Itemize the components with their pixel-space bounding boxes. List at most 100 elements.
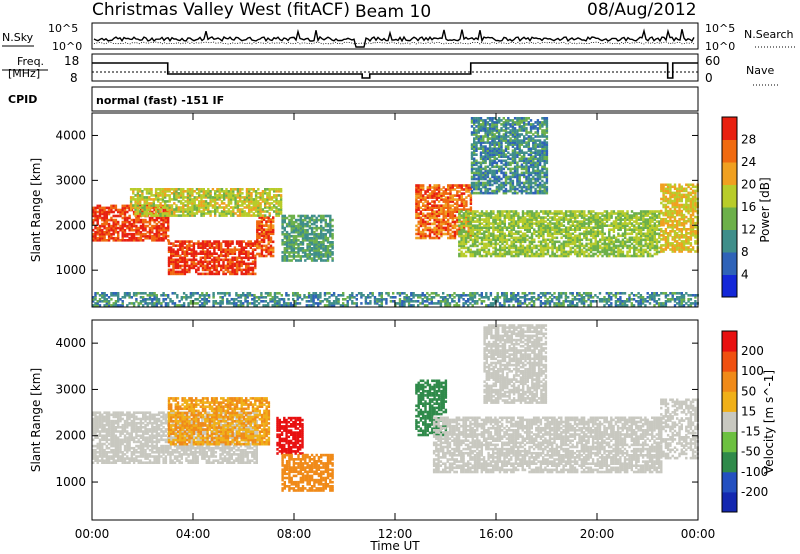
heatmap-cell xyxy=(649,226,652,229)
heatmap-cell xyxy=(486,151,490,154)
heatmap-cell xyxy=(290,251,293,254)
heatmap-cell xyxy=(489,232,493,236)
heatmap-cell xyxy=(243,200,246,203)
heatmap-cell xyxy=(516,161,519,165)
heatmap-cell xyxy=(155,228,158,232)
heatmap-cell xyxy=(245,196,249,199)
heatmap-cell xyxy=(197,242,200,245)
heatmap-cell xyxy=(272,216,275,219)
heatmap-cell xyxy=(157,208,161,212)
heatmap-cell xyxy=(527,153,530,156)
heatmap-cell xyxy=(564,218,568,221)
heatmap-cell xyxy=(578,222,581,225)
heatmap-cell xyxy=(549,224,552,227)
heatmap-cell xyxy=(558,248,561,252)
heatmap-cell xyxy=(295,259,298,262)
heatmap-cell xyxy=(458,216,461,219)
heatmap-cell xyxy=(229,272,232,276)
heatmap-cell xyxy=(256,242,259,246)
heatmap-cell xyxy=(451,230,454,234)
heatmap-cell xyxy=(184,190,187,193)
heatmap-cell xyxy=(558,244,561,248)
heatmap-cell xyxy=(283,255,286,258)
heatmap-cell xyxy=(495,131,499,134)
heatmap-cell xyxy=(601,220,604,223)
heatmap-cell xyxy=(628,248,631,252)
heatmap-cell xyxy=(94,208,97,212)
heatmap-cell xyxy=(469,228,472,231)
heatmap-cell xyxy=(232,214,235,217)
heatmap-cell xyxy=(479,171,483,175)
heatmap-cell xyxy=(484,167,487,171)
heatmap-cell xyxy=(503,226,506,229)
heatmap-cell xyxy=(523,151,526,154)
heatmap-cell xyxy=(504,127,508,130)
heatmap-cell xyxy=(555,232,559,236)
heatmap-cell xyxy=(528,226,531,229)
heatmap-cell xyxy=(208,244,212,247)
heatmap-cell xyxy=(301,232,305,236)
heatmap-cell xyxy=(516,153,519,156)
heatmap-cell xyxy=(229,240,232,243)
heatmap-cell xyxy=(637,226,641,229)
heatmap-cell xyxy=(473,151,476,154)
heatmap-cell xyxy=(267,220,270,223)
heatmap-cell xyxy=(633,254,636,258)
heatmap-cell xyxy=(467,212,470,215)
heatmap-cell xyxy=(560,210,563,213)
heatmap-cell xyxy=(214,196,217,199)
heatmap-cell xyxy=(642,214,645,217)
heatmap-cell xyxy=(503,248,506,252)
heatmap-cell xyxy=(200,214,203,217)
heatmap-cell xyxy=(473,127,476,130)
heatmap-cell xyxy=(484,151,487,154)
heatmap-cell xyxy=(267,234,270,238)
heatmap-cell xyxy=(222,240,225,243)
heatmap-cell xyxy=(261,190,265,193)
heatmap-cell xyxy=(626,232,629,236)
heatmap-cell xyxy=(596,222,600,225)
heatmap-cell xyxy=(628,228,631,231)
heatmap-cell xyxy=(637,228,641,231)
heatmap-cell xyxy=(117,226,120,230)
heatmap-cell xyxy=(467,228,470,232)
heatmap-cell xyxy=(603,250,606,254)
heatmap-cell xyxy=(197,240,200,243)
heatmap-cell xyxy=(186,200,190,203)
heatmap-cell xyxy=(243,202,246,205)
heatmap-cell xyxy=(612,246,616,250)
heatmap-cell xyxy=(477,127,480,130)
heatmap-cell xyxy=(501,210,504,213)
heatmap-cell xyxy=(277,214,280,217)
heatmap-cell xyxy=(527,169,530,173)
heatmap-cell xyxy=(235,262,239,266)
nave-label: Nave xyxy=(746,64,774,77)
heatmap-cell xyxy=(193,196,196,199)
heatmap-cell xyxy=(628,232,631,236)
heatmap-cell xyxy=(524,246,527,250)
heatmap-cell xyxy=(525,131,528,134)
heatmap-cell xyxy=(224,250,227,253)
heatmap-cell xyxy=(451,210,454,213)
heatmap-cell xyxy=(292,243,296,246)
heatmap-cell xyxy=(170,246,173,249)
heatmap-cell xyxy=(105,206,108,210)
heatmap-cell xyxy=(498,169,501,173)
heatmap-cell xyxy=(141,214,144,217)
heatmap-cell xyxy=(233,256,237,260)
heatmap-cell xyxy=(261,192,265,195)
heatmap-cell xyxy=(580,212,584,215)
heatmap-cell xyxy=(630,238,634,242)
heatmap-cell xyxy=(482,185,485,189)
heatmap-cell xyxy=(135,224,138,228)
heatmap-cell xyxy=(431,228,434,232)
heatmap-cell xyxy=(608,214,611,217)
heatmap-cell xyxy=(449,214,452,218)
heatmap-cell xyxy=(621,226,625,229)
heatmap-cell xyxy=(569,240,572,244)
heatmap-cell xyxy=(422,218,425,222)
heatmap-cell xyxy=(197,262,200,266)
heatmap-cell xyxy=(500,119,503,122)
heatmap-cell xyxy=(473,147,476,150)
heatmap-cell xyxy=(209,210,212,213)
